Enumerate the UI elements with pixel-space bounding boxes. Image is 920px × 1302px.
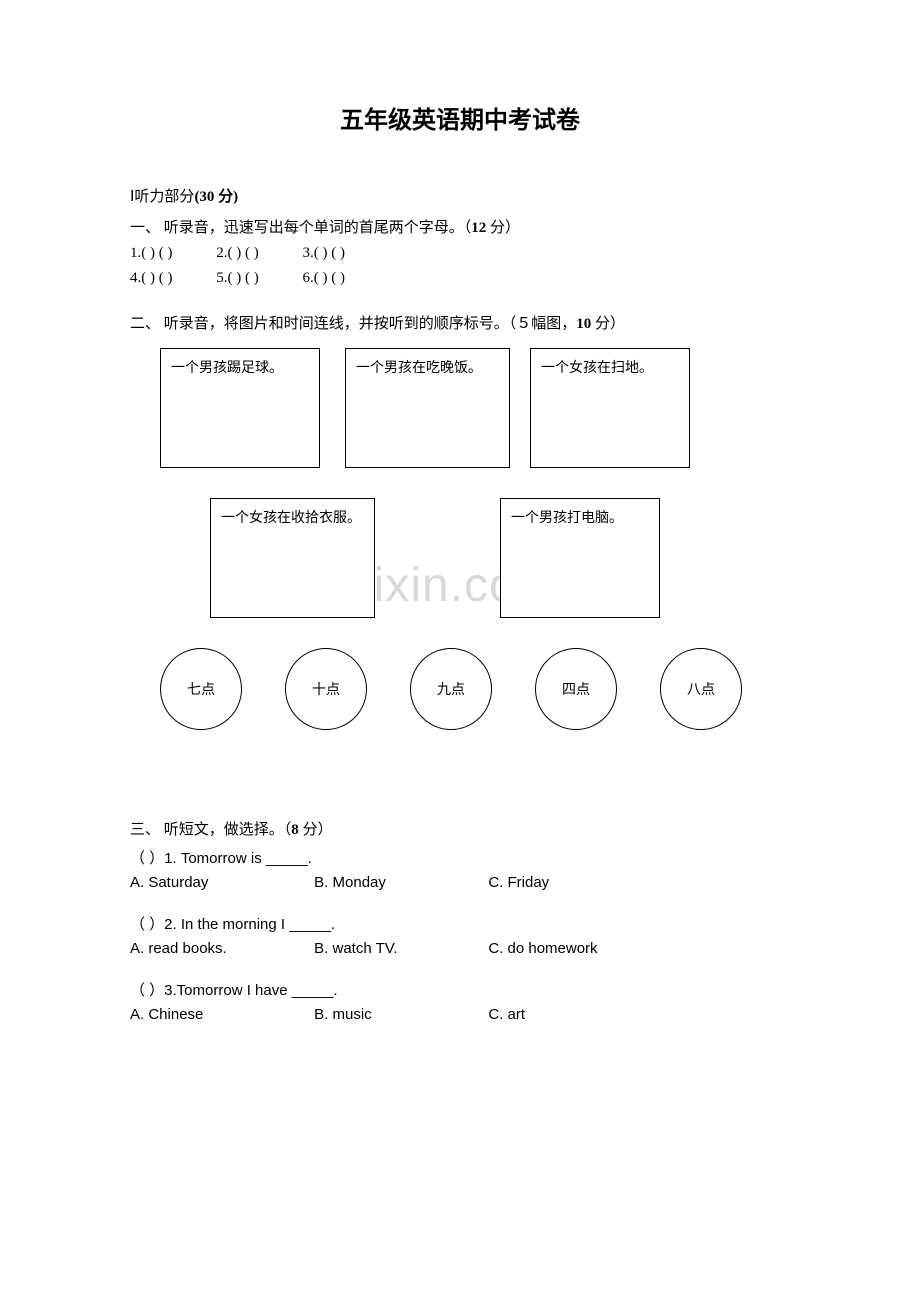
option-b: B. Monday (314, 874, 484, 891)
options-row: A. Saturday B. Monday C. Friday (130, 874, 790, 891)
diagram-box: 一个男孩打电脑。 (500, 498, 660, 618)
q1-points: 12 (471, 220, 486, 236)
time-circle: 九点 (410, 648, 492, 730)
section3: 三、 听短文，做选择。（8 分） （ ）1. Tomorrow is _____… (130, 818, 790, 1023)
q1-instr-text: 一、 听录音，迅速写出每个单词的首尾两个字母。（ (130, 220, 471, 236)
question-block: （ ）3.Tomorrow I have _____. A. Chinese B… (130, 979, 790, 1023)
time-circle: 八点 (660, 648, 742, 730)
options-row: A. Chinese B. music C. art (130, 1006, 790, 1023)
s3-points: 8 (291, 822, 299, 838)
q1-row2: 4.( ) ( ) 5.( ) ( ) 6.( ) ( ) (130, 270, 790, 287)
q1-item: 6.( ) ( ) (302, 270, 344, 286)
q1-instruction: 一、 听录音，迅速写出每个单词的首尾两个字母。（12 分） (130, 216, 790, 237)
s2-suffix: 分） (591, 316, 625, 332)
question-text: （ ）1. Tomorrow is _____. (130, 847, 790, 868)
q1-suffix: 分） (486, 220, 520, 236)
q1-item: 4.( ) ( ) (130, 270, 172, 286)
q1-item: 2.( ) ( ) (216, 245, 258, 261)
section2-instruction: 二、 听录音，将图片和时间连线，并按听到的顺序标号。（５幅图，10 分） (130, 312, 790, 333)
time-circle: 十点 (285, 648, 367, 730)
option-b: B. watch TV. (314, 940, 484, 957)
section1-header: Ⅰ听力部分(30 分) (130, 185, 790, 206)
question-block: （ ）1. Tomorrow is _____. A. Saturday B. … (130, 847, 790, 891)
s3-suffix: 分） (299, 822, 333, 838)
question-block: （ ）2. In the morning I _____. A. read bo… (130, 913, 790, 957)
page-title: 五年级英语期中考试卷 (130, 100, 790, 135)
time-circle: 七点 (160, 648, 242, 730)
diagram-box: 一个女孩在收拾衣服。 (210, 498, 375, 618)
q1-item: 1.( ) ( ) (130, 245, 172, 261)
section1-prefix: Ⅰ听力部分 (130, 189, 194, 205)
option-c: C. do homework (488, 940, 658, 957)
q1-item: 3.( ) ( ) (302, 245, 344, 261)
option-b: B. music (314, 1006, 484, 1023)
option-a: A. Saturday (130, 874, 310, 891)
s3-instr-text: 三、 听短文，做选择。（ (130, 822, 291, 838)
diagram-box: 一个男孩在吃晚饭。 (345, 348, 510, 468)
s2-instr-text: 二、 听录音，将图片和时间连线，并按听到的顺序标号。（５幅图， (130, 316, 576, 332)
diagram-area: www.zixin.com.cn 一个男孩踢足球。一个男孩在吃晚饭。一个女孩在扫… (130, 348, 790, 788)
option-a: A. Chinese (130, 1006, 310, 1023)
section1-points: (30 分) (194, 189, 238, 205)
diagram-box: 一个女孩在扫地。 (530, 348, 690, 468)
question-text: （ ）3.Tomorrow I have _____. (130, 979, 790, 1000)
diagram-box: 一个男孩踢足球。 (160, 348, 320, 468)
option-a: A. read books. (130, 940, 310, 957)
q1-item: 5.( ) ( ) (216, 270, 258, 286)
section3-instruction: 三、 听短文，做选择。（8 分） (130, 818, 790, 839)
option-c: C. Friday (488, 874, 658, 891)
options-row: A. read books. B. watch TV. C. do homewo… (130, 940, 790, 957)
s2-points: 10 (576, 316, 591, 332)
option-c: C. art (488, 1006, 658, 1023)
q1-row1: 1.( ) ( ) 2.( ) ( ) 3.( ) ( ) (130, 245, 790, 262)
question-text: （ ）2. In the morning I _____. (130, 913, 790, 934)
time-circle: 四点 (535, 648, 617, 730)
